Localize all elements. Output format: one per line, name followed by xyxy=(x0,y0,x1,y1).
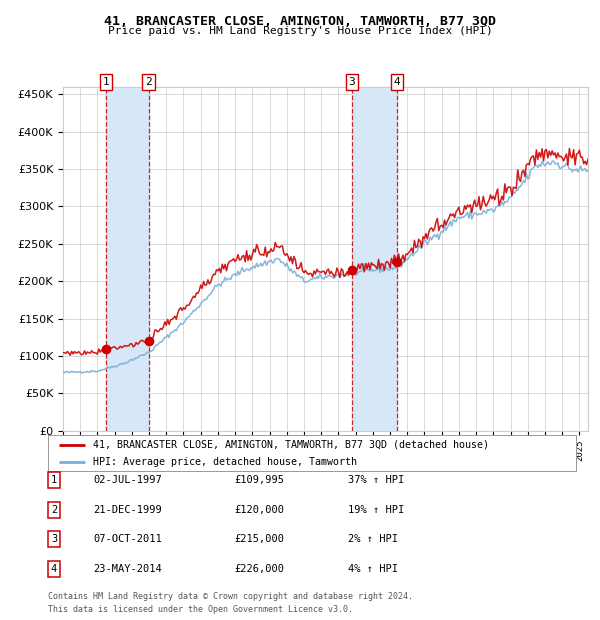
Text: HPI: Average price, detached house, Tamworth: HPI: Average price, detached house, Tamw… xyxy=(93,457,357,467)
Text: 41, BRANCASTER CLOSE, AMINGTON, TAMWORTH, B77 3QD (detached house): 41, BRANCASTER CLOSE, AMINGTON, TAMWORTH… xyxy=(93,440,489,450)
Text: 19% ↑ HPI: 19% ↑ HPI xyxy=(348,505,404,515)
Text: 02-JUL-1997: 02-JUL-1997 xyxy=(93,475,162,485)
Text: £215,000: £215,000 xyxy=(234,534,284,544)
Text: £120,000: £120,000 xyxy=(234,505,284,515)
Text: 2: 2 xyxy=(51,505,57,515)
Text: Price paid vs. HM Land Registry's House Price Index (HPI): Price paid vs. HM Land Registry's House … xyxy=(107,26,493,36)
Text: £109,995: £109,995 xyxy=(234,475,284,485)
Text: 07-OCT-2011: 07-OCT-2011 xyxy=(93,534,162,544)
Bar xyxy=(352,87,397,431)
Text: £226,000: £226,000 xyxy=(234,564,284,574)
Text: 2% ↑ HPI: 2% ↑ HPI xyxy=(348,534,398,544)
Text: 21-DEC-1999: 21-DEC-1999 xyxy=(93,505,162,515)
Text: 37% ↑ HPI: 37% ↑ HPI xyxy=(348,475,404,485)
Text: 1: 1 xyxy=(51,475,57,485)
Text: 2: 2 xyxy=(145,77,152,87)
Text: 4: 4 xyxy=(51,564,57,574)
Bar xyxy=(106,87,149,431)
Text: 4: 4 xyxy=(394,77,400,87)
Text: 23-MAY-2014: 23-MAY-2014 xyxy=(93,564,162,574)
Text: This data is licensed under the Open Government Licence v3.0.: This data is licensed under the Open Gov… xyxy=(48,604,353,614)
Text: 3: 3 xyxy=(348,77,355,87)
Text: Contains HM Land Registry data © Crown copyright and database right 2024.: Contains HM Land Registry data © Crown c… xyxy=(48,592,413,601)
Text: 4% ↑ HPI: 4% ↑ HPI xyxy=(348,564,398,574)
Text: 3: 3 xyxy=(51,534,57,544)
Text: 41, BRANCASTER CLOSE, AMINGTON, TAMWORTH, B77 3QD: 41, BRANCASTER CLOSE, AMINGTON, TAMWORTH… xyxy=(104,15,496,28)
Text: 1: 1 xyxy=(103,77,109,87)
